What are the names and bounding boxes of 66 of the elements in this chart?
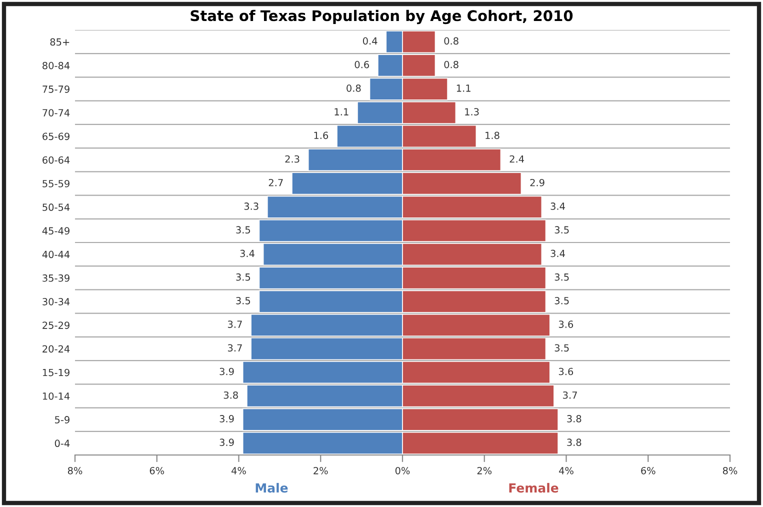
data-label: 3.5 [554,296,569,304]
y-tick-label: 35-39 [42,274,70,282]
data-label: 1.3 [465,108,479,116]
x-tick-label: 8% [68,466,82,474]
data-label: 3.7 [563,391,577,399]
text: Female [509,482,558,493]
data-label: 3.8 [567,415,582,422]
y-tick-label: 10-14 [42,392,70,400]
x-tick-label: 4% [559,466,574,474]
data-label: 3.4 [550,202,565,210]
y-tick-label: 5-9 [55,416,70,424]
y-tick-label: 85+ [50,38,70,46]
x-tick-label: 4% [232,466,246,474]
x-tick-label: 6% [150,466,164,474]
data-label: 3.8 [567,438,582,446]
data-label: 3.6 [558,320,574,328]
y-tick-label: 0-4 [54,440,70,448]
text: Male [256,482,288,493]
data-label: 0.6 [354,60,369,68]
x-tick-label: 2% [314,466,328,474]
y-tick-label: 50-54 [42,204,70,211]
data-label: 3.5 [554,344,569,352]
data-label: 3.8 [224,391,238,399]
data-label: 1.6 [314,132,328,140]
data-label: 0.8 [346,84,361,92]
y-tick-label: 25-29 [42,322,70,329]
data-label: 3.3 [244,202,258,210]
data-label: 2.4 [510,155,524,163]
y-tick-label: 30-34 [42,298,70,306]
y-tick-label: 70-74 [42,109,70,116]
x-tick-label: 0% [395,466,410,474]
data-label: 2.3 [285,155,300,163]
data-label: 3.7 [228,344,242,352]
y-tick-label: 60-64 [42,156,70,164]
data-label: 2.7 [268,178,283,186]
x-tick-label: 2% [477,466,492,474]
data-label: 3.4 [550,250,565,258]
data-label: 0.4 [362,37,378,45]
data-label: 2.9 [530,178,544,186]
data-label: 3.9 [220,415,234,422]
y-tick-label: 75-79 [42,86,70,93]
data-label: 0.8 [444,37,458,45]
y-tick-label: 45-49 [42,227,70,235]
data-label: 3.9 [220,438,234,446]
y-tick-label: 80-84 [42,62,70,70]
data-label: 1.8 [486,132,500,140]
data-label: 3.5 [554,273,569,281]
data-label: 1.1 [456,84,470,92]
data-label: 3.5 [236,296,250,304]
data-label: 3.5 [554,226,569,234]
data-label: 3.7 [228,320,242,328]
x-tick-label: 8% [722,466,738,474]
data-label: 0.8 [444,60,458,68]
data-label: 3.5 [236,273,250,281]
chart-title: State of Texas Population by Age Cohort, 2010 [190,10,573,24]
data-label: 3.5 [236,226,250,234]
y-tick-label: 15-19 [42,368,70,376]
x-tick-label: 6% [641,466,656,474]
y-tick-label: 20-24 [42,345,70,353]
data-label: 3.4 [240,250,254,258]
data-label: 3.9 [220,368,234,376]
y-tick-label: 65-69 [42,132,70,140]
data-label: 1.1 [334,108,348,116]
y-tick-label: 55-59 [42,180,70,188]
data-label: 3.6 [558,368,574,376]
y-tick-label: 40-44 [42,250,70,258]
